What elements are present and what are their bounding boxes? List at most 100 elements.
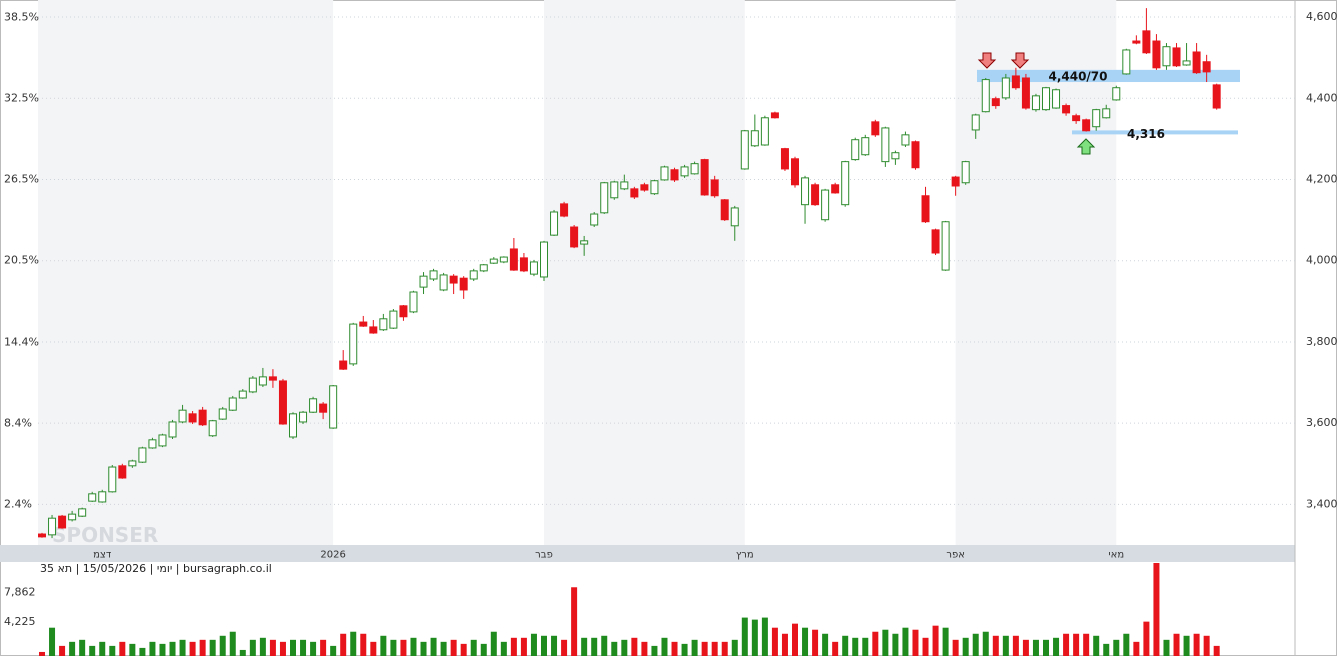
volume-bar xyxy=(1193,633,1200,656)
candle-body xyxy=(1052,89,1061,109)
candle-body xyxy=(1152,40,1161,69)
volume-bar xyxy=(701,641,708,656)
volume-bar xyxy=(1173,633,1180,656)
candle-body xyxy=(68,513,77,521)
volume-bar xyxy=(380,635,387,656)
x-tick-label: מרץ xyxy=(736,550,754,561)
volume-bar xyxy=(390,639,397,656)
candle-body xyxy=(811,184,820,206)
candle-body xyxy=(359,321,368,327)
volume-bar xyxy=(490,631,497,656)
candle-body xyxy=(148,439,157,449)
candle-body xyxy=(801,177,810,206)
y2-tick-label: 32.5% xyxy=(4,91,39,104)
volume-bar xyxy=(551,635,558,656)
candle-body xyxy=(901,134,910,146)
volume-bar xyxy=(771,627,778,656)
candle-body xyxy=(479,264,488,272)
candle-body xyxy=(740,130,749,170)
volume-bar xyxy=(912,629,919,656)
volume-bar xyxy=(761,617,768,656)
volume-bar xyxy=(1203,635,1210,656)
volume-bar xyxy=(219,635,226,656)
volume-bar xyxy=(259,637,266,656)
volume-bar xyxy=(962,637,969,656)
volume-bar xyxy=(671,641,678,656)
candle-body xyxy=(1192,51,1201,74)
candle-body xyxy=(1011,75,1020,89)
volume-bar xyxy=(842,635,849,656)
candle-body xyxy=(58,515,67,529)
volume-bar xyxy=(802,627,809,656)
volume-bar xyxy=(1103,643,1110,656)
candle-body xyxy=(1202,61,1211,73)
y-tick-label: 4,400 xyxy=(1306,91,1337,104)
volume-bar xyxy=(229,631,236,656)
y-tick-label: 3,800 xyxy=(1306,335,1337,348)
volume-bar xyxy=(561,639,568,656)
support-line xyxy=(1072,130,1238,135)
volume-bar xyxy=(862,637,869,656)
candle-body xyxy=(319,403,328,413)
y-tick-label: 4,600 xyxy=(1306,10,1337,23)
candle-body xyxy=(88,493,97,502)
volume-bar xyxy=(159,643,166,656)
volume-bar xyxy=(781,633,788,656)
candle-body xyxy=(1122,49,1131,75)
candle-body xyxy=(529,261,538,275)
volume-bar xyxy=(39,651,45,656)
candle-body xyxy=(1092,109,1101,128)
volume-bar xyxy=(300,639,307,656)
candle-body xyxy=(941,221,950,271)
volume-bar xyxy=(290,639,296,656)
candle-body xyxy=(1062,105,1071,114)
volume-bar xyxy=(741,617,748,656)
candle-body xyxy=(891,152,900,160)
volume-bar xyxy=(882,629,889,656)
candle-body xyxy=(921,195,930,223)
volume-bar xyxy=(1022,639,1029,656)
candle-body xyxy=(379,318,388,331)
candle-body xyxy=(600,182,609,214)
candle-body xyxy=(399,305,408,318)
candle-body xyxy=(610,181,619,199)
volume-bar xyxy=(812,629,819,656)
x-tick-label: דצמ xyxy=(93,550,112,561)
candle-body xyxy=(198,409,207,426)
volume-bar xyxy=(1083,633,1090,656)
candle-body xyxy=(590,213,599,226)
y2-tick-label: 2.4% xyxy=(4,498,32,511)
volume-bar xyxy=(1123,633,1130,656)
candle-body xyxy=(439,274,448,291)
candle-body xyxy=(268,376,277,381)
volume-bar xyxy=(601,635,608,656)
candle-body xyxy=(1112,87,1121,101)
volume-bar xyxy=(480,643,487,656)
candle-body xyxy=(1162,46,1171,67)
volume-bar xyxy=(902,627,909,656)
volume-bar xyxy=(1002,635,1009,656)
candle-body xyxy=(469,270,478,280)
candle-body xyxy=(971,114,980,131)
candle-body xyxy=(349,323,358,365)
candle-body xyxy=(1132,40,1141,44)
candle-body xyxy=(158,434,167,447)
y-tick-label: 3,400 xyxy=(1306,497,1337,510)
candle-body xyxy=(630,188,639,198)
candle-body xyxy=(138,447,147,463)
candle-body xyxy=(499,256,508,263)
volume-bar xyxy=(571,587,578,656)
candle-body xyxy=(459,277,468,291)
volume-bar xyxy=(641,641,648,656)
volume-bar xyxy=(1113,639,1120,656)
candle-body xyxy=(389,310,398,329)
volume-bar xyxy=(922,637,929,656)
volume-tick-label: 7,862 xyxy=(4,585,36,598)
volume-bar xyxy=(279,641,286,656)
volume-bar xyxy=(541,635,547,656)
date-band xyxy=(0,545,1295,562)
volume-bar xyxy=(982,631,989,656)
candle-body xyxy=(329,385,338,429)
